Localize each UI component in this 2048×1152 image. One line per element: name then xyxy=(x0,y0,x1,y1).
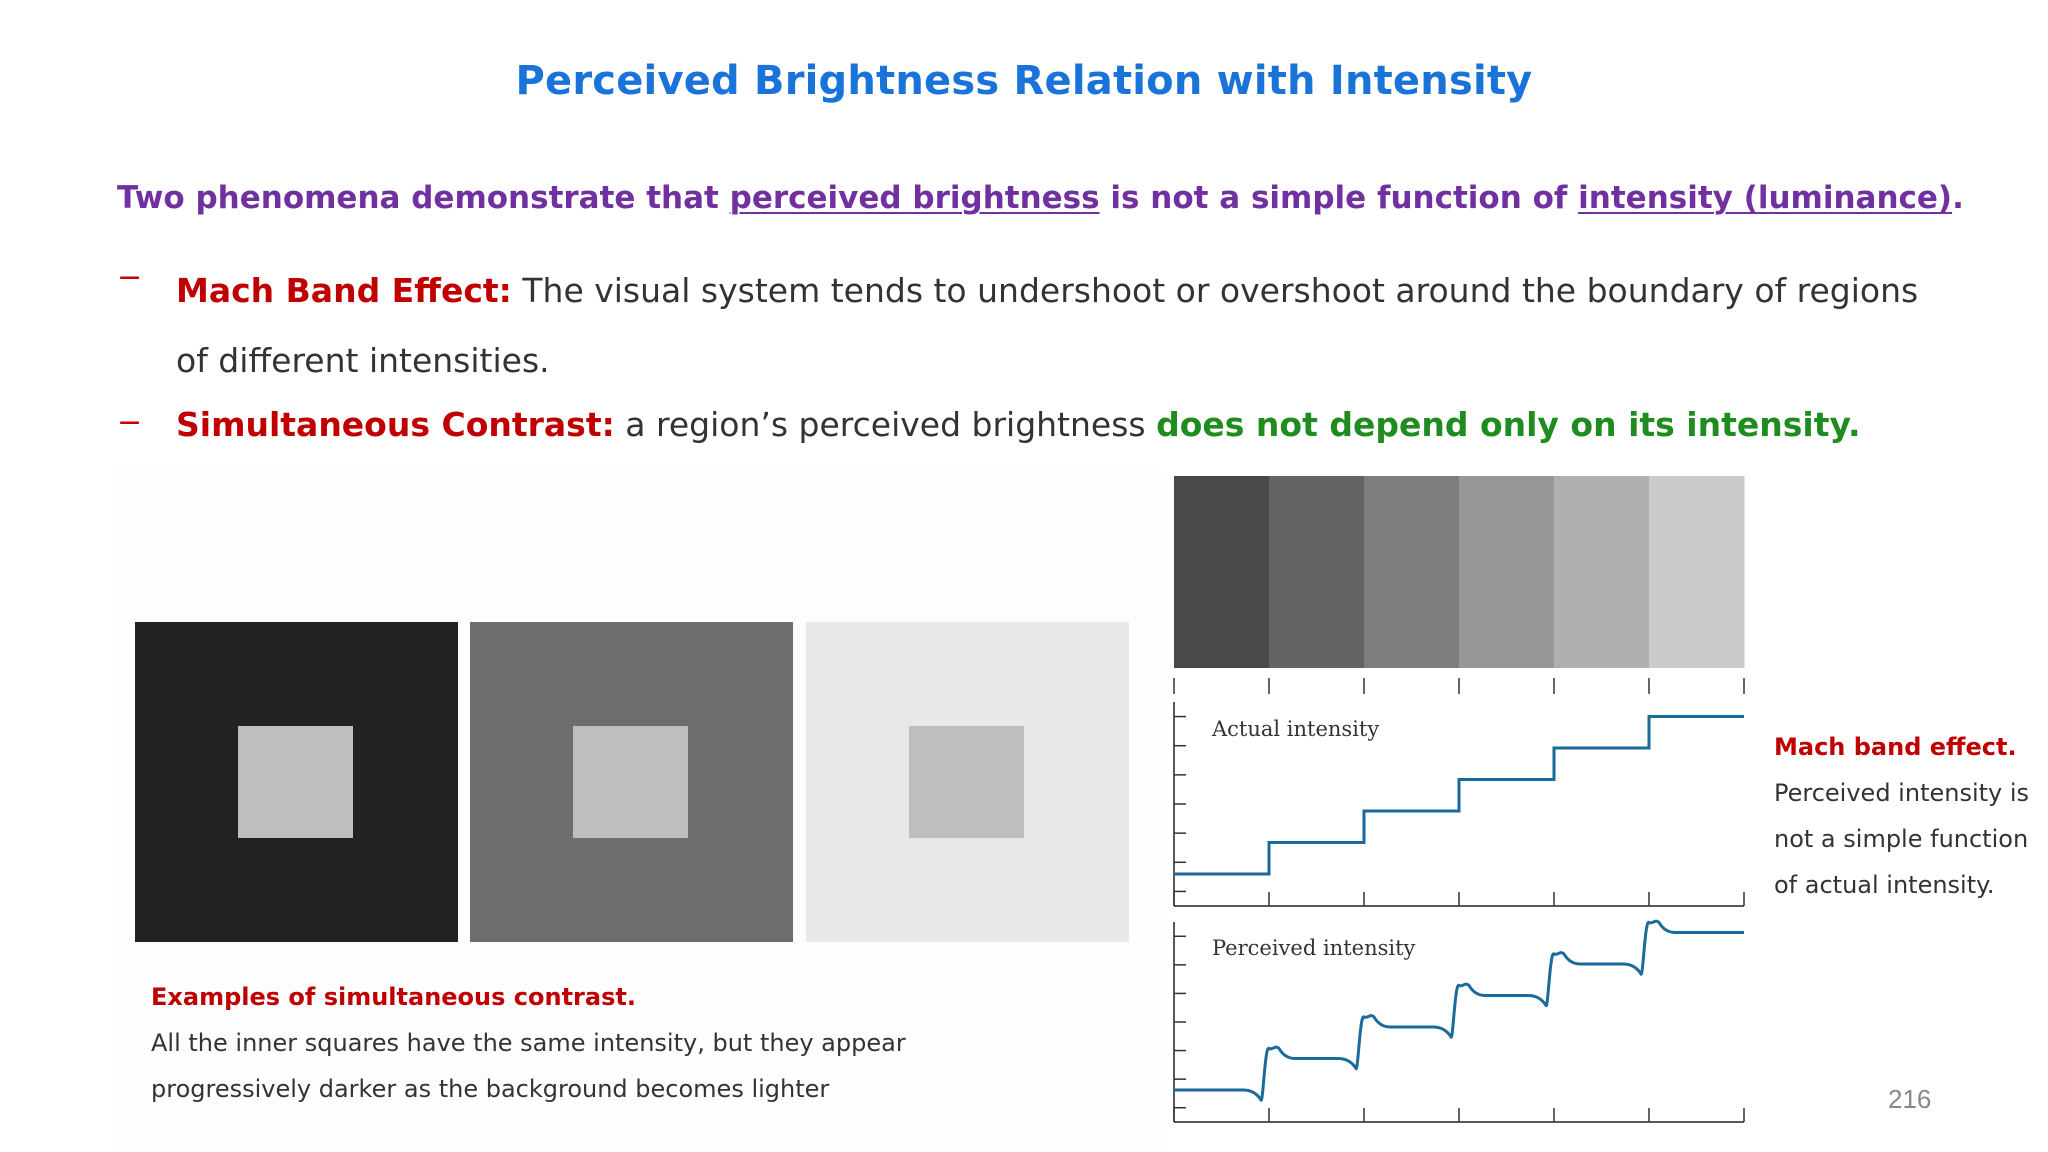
bullet-term-mach-band: Mach Band Effect: xyxy=(176,271,512,310)
bullet-dash-1: − xyxy=(117,260,143,295)
intro-sentence: Two phenomena demonstrate that perceived… xyxy=(117,180,1967,216)
actual-intensity-plot: Actual intensity xyxy=(1173,702,1745,907)
contrast-inner-square xyxy=(909,726,1024,838)
sc-caption-line-2: progressively darker as the background b… xyxy=(151,1075,830,1103)
mach-caption-line-3: of actual intensity. xyxy=(1774,871,1995,899)
contrast-inner-square xyxy=(573,726,688,838)
perceived-x-ticks xyxy=(1173,1108,1745,1122)
actual-intensity-curve xyxy=(1174,715,1744,876)
perceived-intensity-curve xyxy=(1174,919,1744,1102)
actual-intensity-label: Actual intensity xyxy=(1211,717,1379,741)
intro-link-intensity: intensity (luminance) xyxy=(1578,180,1953,216)
intro-text-2: is not a simple function of xyxy=(1099,180,1579,216)
sc-caption-heading: Examples of simultaneous contrast. xyxy=(151,983,636,1011)
perceived-y-ticks xyxy=(1174,935,1186,1109)
bullet-text-mach-band: The visual system tends to undershoot or… xyxy=(176,271,1919,380)
contrast-square-dark xyxy=(135,622,458,942)
mach-band-caption: Mach band effect. Perceived intensity is… xyxy=(1774,724,2044,908)
mach-band-strip xyxy=(1174,476,1745,668)
contrast-square-light xyxy=(806,622,1129,942)
bullet-simultaneous-contrast: Simultaneous Contrast: a region’s percei… xyxy=(176,405,1861,445)
intro-text-3: . xyxy=(1952,180,1964,216)
mach-band-6 xyxy=(1649,476,1745,668)
actual-y-ticks xyxy=(1174,715,1186,893)
mach-band-ticks xyxy=(1173,678,1745,694)
actual-x-ticks xyxy=(1173,892,1745,906)
bullet-text-simultaneous-contrast: a region’s perceived brightness xyxy=(614,405,1157,444)
contrast-square-mid xyxy=(470,622,793,942)
mach-caption-line-1: Perceived intensity is xyxy=(1774,779,2030,807)
bullet-emphasis: does not depend only on its intensity. xyxy=(1156,405,1861,444)
page-title: Perceived Brightness Relation with Inten… xyxy=(515,58,1533,104)
bullet-dash-2: − xyxy=(117,405,143,440)
simultaneous-contrast-caption: Examples of simultaneous contrast. All t… xyxy=(151,974,906,1112)
mach-caption-line-2: not a simple function xyxy=(1774,825,2029,853)
bullet-mach-band: Mach Band Effect: The visual system tend… xyxy=(176,256,1956,396)
perceived-intensity-plot: Perceived intensity xyxy=(1173,919,1745,1123)
sc-caption-line-1: All the inner squares have the same inte… xyxy=(151,1029,906,1057)
mach-band-figure: Actual intensity Perceived intensity xyxy=(1173,476,1745,1123)
page-number: 216 xyxy=(1888,1084,1932,1114)
mach-band-2 xyxy=(1269,476,1365,668)
intro-link-perceived-brightness: perceived brightness xyxy=(729,180,1100,216)
perceived-intensity-label: Perceived intensity xyxy=(1212,936,1416,960)
mach-band-3 xyxy=(1364,476,1460,668)
mach-band-4 xyxy=(1459,476,1555,668)
mach-band-1 xyxy=(1174,476,1270,668)
bullet-term-simultaneous-contrast: Simultaneous Contrast: xyxy=(176,405,615,444)
intro-text-1: Two phenomena demonstrate that xyxy=(117,180,730,216)
mach-caption-heading: Mach band effect. xyxy=(1774,733,2017,761)
contrast-inner-square xyxy=(238,726,353,838)
mach-band-5 xyxy=(1554,476,1650,668)
